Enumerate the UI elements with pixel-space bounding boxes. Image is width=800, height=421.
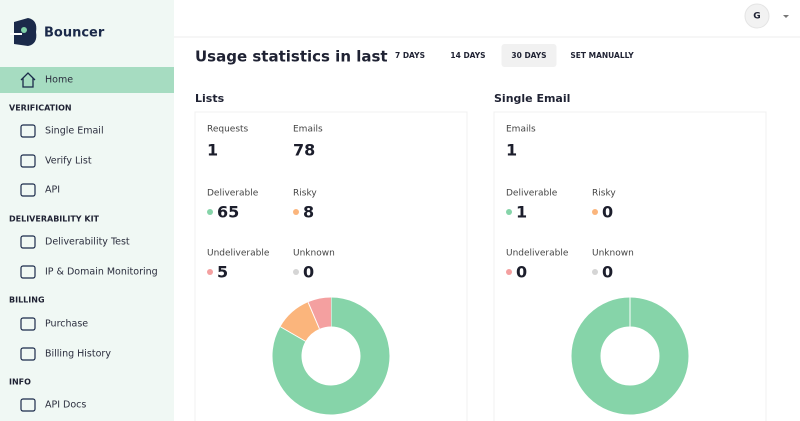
range-button[interactable]: 7 DAYS [395,51,425,60]
nav-icon [20,265,36,279]
caret[interactable] [783,15,789,18]
panel-card [493,111,767,421]
metric-label: Requests [207,125,249,135]
nav-link[interactable]: IP & Domain Monitoring [45,267,158,278]
nav-icon [20,183,36,197]
section-title: INFO [9,378,31,387]
metric-value: 0 [303,263,314,282]
metric-dot [592,209,598,215]
metric-label: Emails [293,125,323,135]
nav-icon [20,347,36,361]
metric-dot [207,269,213,275]
metric-value: 65 [217,203,239,222]
metric-dot [293,209,299,215]
metric-label: Unknown [293,249,335,259]
nav-link[interactable]: API [45,185,60,196]
brand: Bouncer [44,26,105,41]
slice-border [307,301,320,330]
nav-icon [20,124,36,138]
metric-value: 0 [602,203,613,222]
panel-card [194,111,468,421]
metric-value: 1 [506,141,517,160]
metric-label: Risky [592,189,616,199]
section-title: BILLING [9,296,45,305]
panel-title: Single Email [494,92,570,105]
nav-icon [20,154,36,168]
section-title: VERIFICATION [9,104,72,113]
home-link[interactable]: Home [45,75,73,86]
metric-dot [506,209,512,215]
metric-value: 1 [516,203,527,222]
metric-label: Unknown [592,249,634,259]
nav-link[interactable]: Verify List [45,156,92,167]
range-button[interactable]: SET MANUALLY [570,51,634,60]
metric-label: Risky [293,189,317,199]
nav-icon [20,235,36,249]
metric-label: Undeliverable [207,249,270,259]
nav-link[interactable]: Billing History [45,349,111,360]
metric-dot [592,269,598,275]
metric-label: Emails [506,125,536,135]
metric-dot [293,269,299,275]
nav-icon [20,317,36,331]
nav-icon [20,398,36,412]
metric-dot [506,269,512,275]
donut-slice [272,297,390,415]
stats-title: Usage statistics in last [195,48,388,66]
panel-title: Lists [195,92,225,105]
metric-value: 1 [207,141,218,160]
range-button[interactable]: 30 DAYS [511,51,546,60]
metric-value: 8 [303,203,314,222]
donut-slice [280,302,321,342]
logo [10,18,37,46]
metric-dot [207,209,213,215]
nav-link[interactable]: Purchase [45,319,88,330]
donut-slice [308,297,332,330]
nav-link[interactable]: Single Email [45,126,104,137]
topbar [174,0,800,37]
nav-link[interactable]: Deliverability Test [45,237,130,248]
metric-label: Deliverable [207,189,259,199]
metric-value: 78 [293,141,315,160]
section-title: DELIVERABILITY KIT [9,215,100,224]
avatar[interactable] [744,3,770,29]
metric-value: 0 [516,263,527,282]
metric-value: 0 [602,263,613,282]
metric-label: Undeliverable [506,249,569,259]
home-active[interactable] [0,67,174,93]
avatar-letter: G [753,12,760,22]
metric-label: Deliverable [506,189,558,199]
slice-border [280,326,306,342]
home-icon [20,72,36,88]
range-button[interactable]: 14 DAYS [450,51,485,60]
metric-value: 5 [217,263,228,282]
range-active [501,44,557,67]
nav-link[interactable]: API Docs [45,400,86,411]
